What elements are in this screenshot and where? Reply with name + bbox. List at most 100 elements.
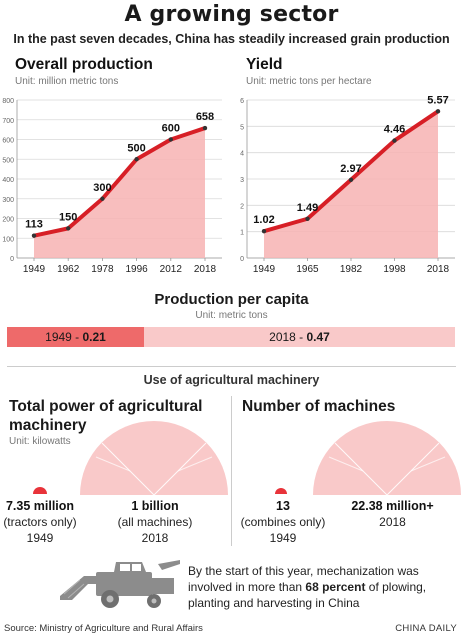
power-2018-value: 1 billion: [131, 499, 179, 513]
series-area: [264, 111, 438, 258]
x-tick-label: 1949: [23, 264, 46, 275]
source-credit: Source: Ministry of Agriculture and Rura…: [4, 623, 203, 634]
overall-production-chart: 0 100 200 300 400 500 600 700 800 113 1949 150 1962 3…: [2, 98, 222, 275]
data-label: 150: [59, 211, 77, 223]
x-tick-label: 1982: [340, 264, 363, 275]
brand-credit: CHINA DAILY: [395, 623, 457, 634]
machines-2018-values: 22.38 million+ 2018: [330, 498, 455, 530]
note-text-after: of plowing, planting and harvesting in C…: [188, 580, 427, 610]
x-tick-label: 1978: [91, 264, 114, 275]
y-tick-label: 1: [240, 230, 244, 237]
section-divider: [7, 366, 456, 367]
data-point: [134, 157, 139, 162]
overall-production-unit: Unit: million metric tons: [15, 76, 119, 87]
x-tick-label: 1962: [57, 264, 80, 275]
per-capita-2018-year: 2018 -: [269, 330, 307, 344]
series-area: [34, 128, 205, 258]
machines-2018-semicircle: [313, 421, 461, 496]
power-2018-note: (all machines): [117, 515, 193, 529]
data-point: [348, 177, 354, 182]
data-label: 1.49: [297, 202, 318, 214]
machines-2018-value: 22.38 million+: [351, 499, 434, 513]
yield-title: Yield: [246, 56, 283, 73]
y-tick-label: 0: [10, 256, 14, 263]
overall-production-title: Overall production: [15, 56, 153, 73]
per-capita-bar-2018: 2018 - 0.47: [144, 327, 455, 347]
data-point: [100, 196, 105, 201]
power-1949-values: 7.35 million (tractors only) 1949: [0, 498, 80, 546]
power-2018-values: 1 billion (all machines) 2018: [105, 498, 205, 546]
power-1949-note: (tractors only): [3, 515, 77, 529]
note-highlight: 68 percent: [305, 580, 366, 594]
per-capita-2018-value: 0.47: [306, 330, 330, 344]
x-tick-label: 1998: [383, 264, 406, 275]
y-tick-label: 5: [240, 124, 244, 131]
x-tick-label: 2012: [160, 264, 183, 275]
combine-harvester-icon: [60, 560, 180, 608]
y-tick-label: 6: [240, 98, 244, 105]
data-point: [392, 138, 397, 143]
machines-2018-year: 2018: [379, 515, 406, 529]
y-tick-label: 600: [2, 138, 14, 145]
y-tick-label: 500: [2, 157, 14, 164]
x-tick-label: 2018: [427, 264, 450, 275]
power-title-line1: Total power of agricultural: [9, 398, 203, 415]
power-1949-value: 7.35 million: [5, 499, 75, 513]
y-tick-label: 400: [2, 177, 14, 184]
data-point: [66, 226, 71, 231]
y-tick-label: 800: [2, 98, 14, 105]
mechanization-note: By the start of this year, mechanization…: [188, 563, 458, 611]
page-title: A growing sector: [124, 2, 339, 27]
data-point: [435, 109, 441, 114]
data-label: 658: [196, 111, 214, 123]
machines-1949-year: 1949: [269, 531, 297, 545]
machines-1949-values: 13 (combines only) 1949: [233, 498, 333, 546]
y-tick-label: 300: [2, 197, 14, 204]
data-label: 600: [162, 123, 180, 135]
y-tick-label: 4: [240, 151, 244, 158]
y-tick-label: 2: [240, 203, 244, 210]
power-2018-semicircle: [80, 421, 228, 496]
per-capita-unit: Unit: metric tons: [195, 310, 268, 321]
y-tick-label: 700: [2, 118, 14, 125]
y-tick-label: 200: [2, 217, 14, 224]
x-tick-label: 1949: [253, 264, 276, 275]
machinery-heading: Use of agricultural machinery: [0, 373, 463, 387]
data-point: [168, 137, 173, 142]
power-2018-year: 2018: [141, 531, 169, 545]
machines-1949-note: (combines only): [240, 515, 326, 529]
data-point: [202, 125, 208, 131]
yield-chart: 0 1 2 3 4 5 6 1.02 1949 1.49 1965 2.97 1982 4.46 1998 5…: [240, 94, 455, 275]
data-label: 300: [93, 182, 111, 194]
x-tick-label: 1965: [296, 264, 319, 275]
column-divider: [231, 396, 232, 546]
x-tick-label: 1996: [125, 264, 148, 275]
page-subtitle: In the past seven decades, China has ste…: [13, 32, 450, 46]
y-tick-label: 3: [240, 177, 244, 184]
per-capita-bar-1949: 1949 - 0.21: [7, 327, 144, 347]
data-label: 2.97: [340, 163, 361, 175]
data-point: [261, 228, 267, 234]
data-point: [305, 216, 310, 221]
data-label: 500: [127, 142, 145, 154]
data-label: 113: [25, 219, 43, 231]
y-tick-label: 0: [240, 256, 244, 263]
machines-title: Number of machines: [242, 398, 396, 415]
power-1949-semicircle: [33, 487, 47, 494]
machinery-heading-text: Use of agricultural machinery: [133, 373, 330, 387]
per-capita-title: Production per capita: [154, 291, 309, 308]
series-line: [32, 126, 207, 238]
per-capita-1949-year: 1949 -: [45, 330, 83, 344]
power-title-line2: machinery: [9, 417, 87, 434]
note-text-before: By the start of this year, mechanization…: [188, 564, 419, 594]
data-point: [31, 233, 37, 238]
power-1949-year: 1949: [26, 531, 54, 545]
data-label: 4.46: [384, 124, 405, 136]
x-tick-label: 2018: [194, 264, 217, 275]
data-label: 5.57: [427, 94, 448, 106]
y-tick-label: 100: [2, 236, 14, 243]
power-unit: Unit: kilowatts: [9, 436, 71, 447]
machines-1949-semicircle: [275, 488, 287, 494]
data-label: 1.02: [253, 214, 274, 226]
yield-unit: Unit: metric tons per hectare: [246, 76, 372, 87]
